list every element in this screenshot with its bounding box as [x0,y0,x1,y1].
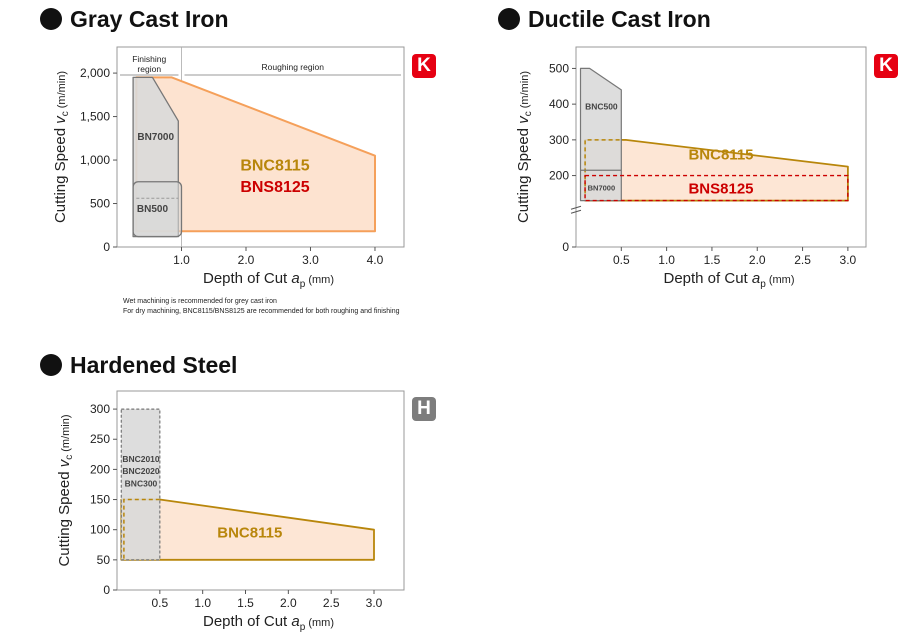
gray-title-text: Gray Cast Iron [70,6,229,32]
bnc300-label: BNC300 [125,478,158,488]
bullet-icon [40,8,62,30]
x-tick-label: 0.5 [613,253,630,267]
y-tick-label: 200 [90,462,110,476]
h-badge-hardened: H [412,397,436,421]
y-axis-label: Cutting Speed vc (m/min) [52,71,71,223]
hardened-steel-title: Hardened Steel [40,352,237,379]
x-tick-label: 3.0 [302,253,319,267]
y-tick-label: 200 [549,169,569,183]
x-tick-label: 1.0 [658,253,675,267]
y-tick-label: 100 [90,523,110,537]
bn7000-label: BN7000 [588,184,616,193]
ductile-cast-iron-title: Ductile Cast Iron [498,6,711,33]
bnc2010-group-area [120,408,161,561]
hardened-steel-chart: 0.5 1.0 1.5 2.0 2.5 3.0 0 50 100 150 200 250 300 Dept… [56,390,405,633]
bns8125-outline [584,174,849,202]
gray-cast-iron-chart: 1.0 2.0 3.0 4.0 0 500 1,000 1,500 2,000 Depth of … [52,46,405,290]
y-tick-label: 250 [90,432,110,446]
bnc8115-dashed-edge [123,498,160,559]
bn500-label: BN500 [137,204,169,215]
plot-frame [575,46,867,248]
bullet-icon [498,8,520,30]
y-tick-label: 150 [90,493,110,507]
y-axis-label: Cutting Speed vc (m/min) [515,71,534,223]
x-tick-label: 1.0 [194,596,211,610]
bnc8115-label: BNC8115 [217,525,282,542]
ductile-title-text: Ductile Cast Iron [528,6,711,32]
bn500-area [132,181,183,238]
bns8125-label: BNS8125 [688,180,753,197]
y-tick-label: 2,000 [80,66,110,80]
x-tick-label: 0.5 [151,596,168,610]
x-tick-label: 2.0 [280,596,297,610]
x-tick-label: 2.0 [238,253,255,267]
x-tick-label: 1.5 [237,596,254,610]
bnc8115-label: BNC8115 [688,147,753,164]
gray-cast-iron-title: Gray Cast Iron [40,6,229,33]
roughing-label: Roughing region [262,62,325,72]
y-tick-label: 0 [562,240,569,254]
k-badge-gray: K [412,54,436,78]
k-badge-ductile: K [874,54,898,78]
y-tick-label: 0 [103,583,110,597]
axis-break-1 [570,205,582,210]
bullet-icon [40,354,62,376]
y-tick-label: 0 [103,240,110,254]
x-tick-label: 3.0 [366,596,383,610]
bns8125-label: BNS8125 [240,179,309,196]
plot-frame [116,46,405,248]
bnc2010-label: BNC2010 [122,454,160,464]
gray-note-line2: For dry machining, BNC8115/BNS8125 are r… [123,308,400,315]
x-tick-label: 2.0 [749,253,766,267]
y-tick-label: 300 [90,402,110,416]
y-tick-label: 1,000 [80,153,110,167]
x-tick-label: 2.5 [323,596,340,610]
bn7000-label: BN7000 [137,132,174,143]
x-tick-label: 1.0 [173,253,190,267]
bnc8115-label: BNC8115 [240,157,309,174]
y-tick-label: 50 [97,553,111,567]
gray-note-line1: Wet machining is recommended for grey ca… [123,298,277,305]
axis-break-2 [570,209,582,214]
y-tick-label: 300 [549,133,569,147]
x-tick-label: 3.0 [840,253,857,267]
y-tick-label: 1,500 [80,110,110,124]
x-axis-label: Depth of Cut ap (mm) [203,613,334,633]
hardened-title-text: Hardened Steel [70,352,238,378]
y-tick-label: 500 [90,197,110,211]
x-tick-label: 1.5 [704,253,721,267]
y-tick-label: 500 [549,61,569,75]
finishing-label-1: Finishing [132,54,166,64]
ductile-cast-iron-chart: 0.5 1.0 1.5 2.0 2.5 3.0 0 200 300 400 500 Depth of … [515,46,867,290]
y-tick-label: 400 [549,97,569,111]
bnc500-area [579,67,622,202]
x-axis-label: Depth of Cut ap (mm) [663,270,794,290]
finishing-label-2: region [137,64,161,74]
x-axis-label: Depth of Cut ap (mm) [203,270,334,290]
y-axis-label: Cutting Speed vc (m/min) [56,414,75,566]
x-tick-label: 2.5 [794,253,811,267]
bnc2020-label: BNC2020 [122,466,160,476]
bnc500-label: BNC500 [585,102,618,112]
x-tick-label: 4.0 [367,253,384,267]
plot-frame [116,390,405,591]
